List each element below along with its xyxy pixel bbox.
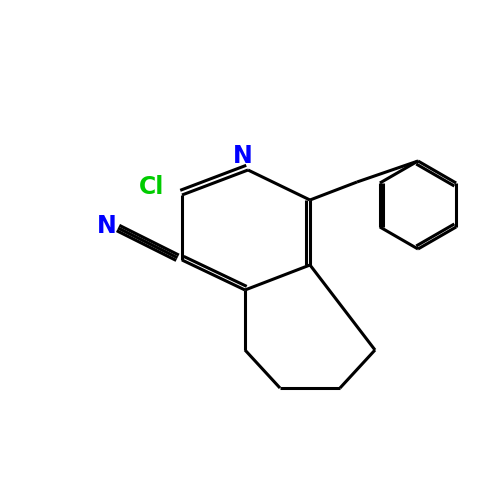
Text: N: N [233,144,253,168]
Text: N: N [97,214,117,238]
Text: Cl: Cl [140,175,164,199]
